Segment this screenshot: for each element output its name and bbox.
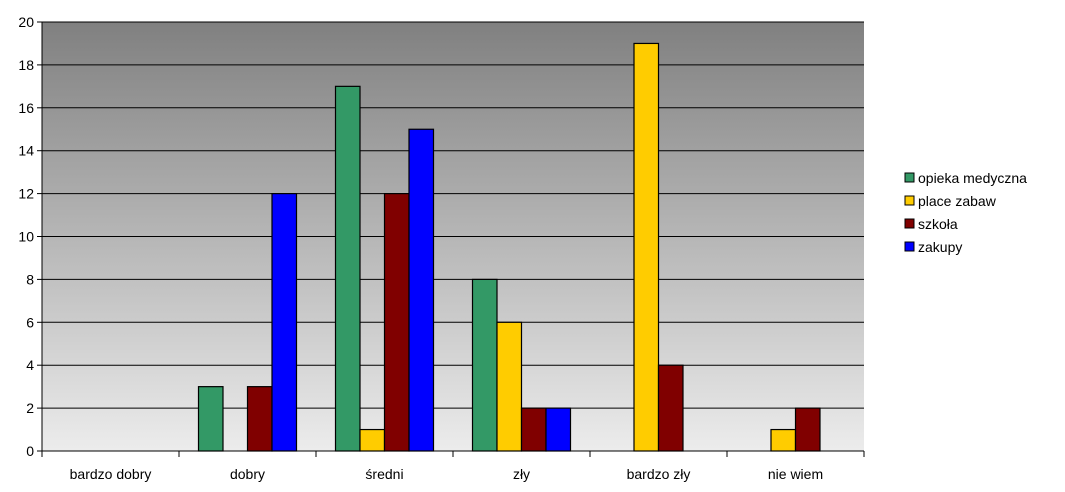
legend-swatch [904,241,915,252]
bar [770,428,797,452]
bar [545,407,572,452]
x-tick-label: dobry [230,466,265,482]
legend-label: zakupy [918,239,962,255]
y-tick-label: 6 [26,314,34,330]
axes [37,21,865,457]
x-tick-label: zły [513,466,530,482]
y-tick-label: 8 [26,271,34,287]
legend-label: opieka medyczna [918,170,1027,186]
bar [246,386,273,452]
x-axis-tick-labels: bardzo dobry dobry średni zły bardzo zły nie … [70,466,823,482]
bar [471,278,498,452]
x-tick-label: średni [365,466,403,482]
y-tick-label: 18 [18,57,34,73]
legend-label: place zabaw [918,193,997,209]
bars [197,42,821,452]
bar [633,42,660,452]
bar [496,321,523,452]
bar [408,128,435,452]
gridlines [42,21,864,409]
y-tick-label: 10 [18,229,34,245]
bar [271,193,298,452]
bar [657,364,684,452]
x-tick-label: bardzo dobry [70,466,152,482]
y-tick-label: 0 [26,443,34,459]
bar [383,193,410,452]
y-tick-label: 4 [26,357,34,373]
x-tick-label: nie wiem [768,466,823,482]
y-axis-tick-labels: 0 2 4 6 8 10 12 14 16 18 20 [18,14,34,459]
legend-swatch [904,218,915,229]
y-tick-label: 20 [18,14,34,30]
y-tick-label: 12 [18,186,34,202]
y-tick-label: 2 [26,400,34,416]
legend-label: szkoła [918,216,958,232]
bar [794,407,821,452]
bar [334,85,361,452]
y-tick-label: 14 [18,143,34,159]
bar [359,428,386,452]
legend-swatch [904,195,915,206]
bar [520,407,547,452]
y-tick-label: 16 [18,100,34,116]
x-tick-label: bardzo zły [627,466,691,482]
legend: opieka medyczna place zabaw szkoła zakupy [904,170,1027,255]
bar [197,386,224,452]
legend-swatch [904,172,915,183]
